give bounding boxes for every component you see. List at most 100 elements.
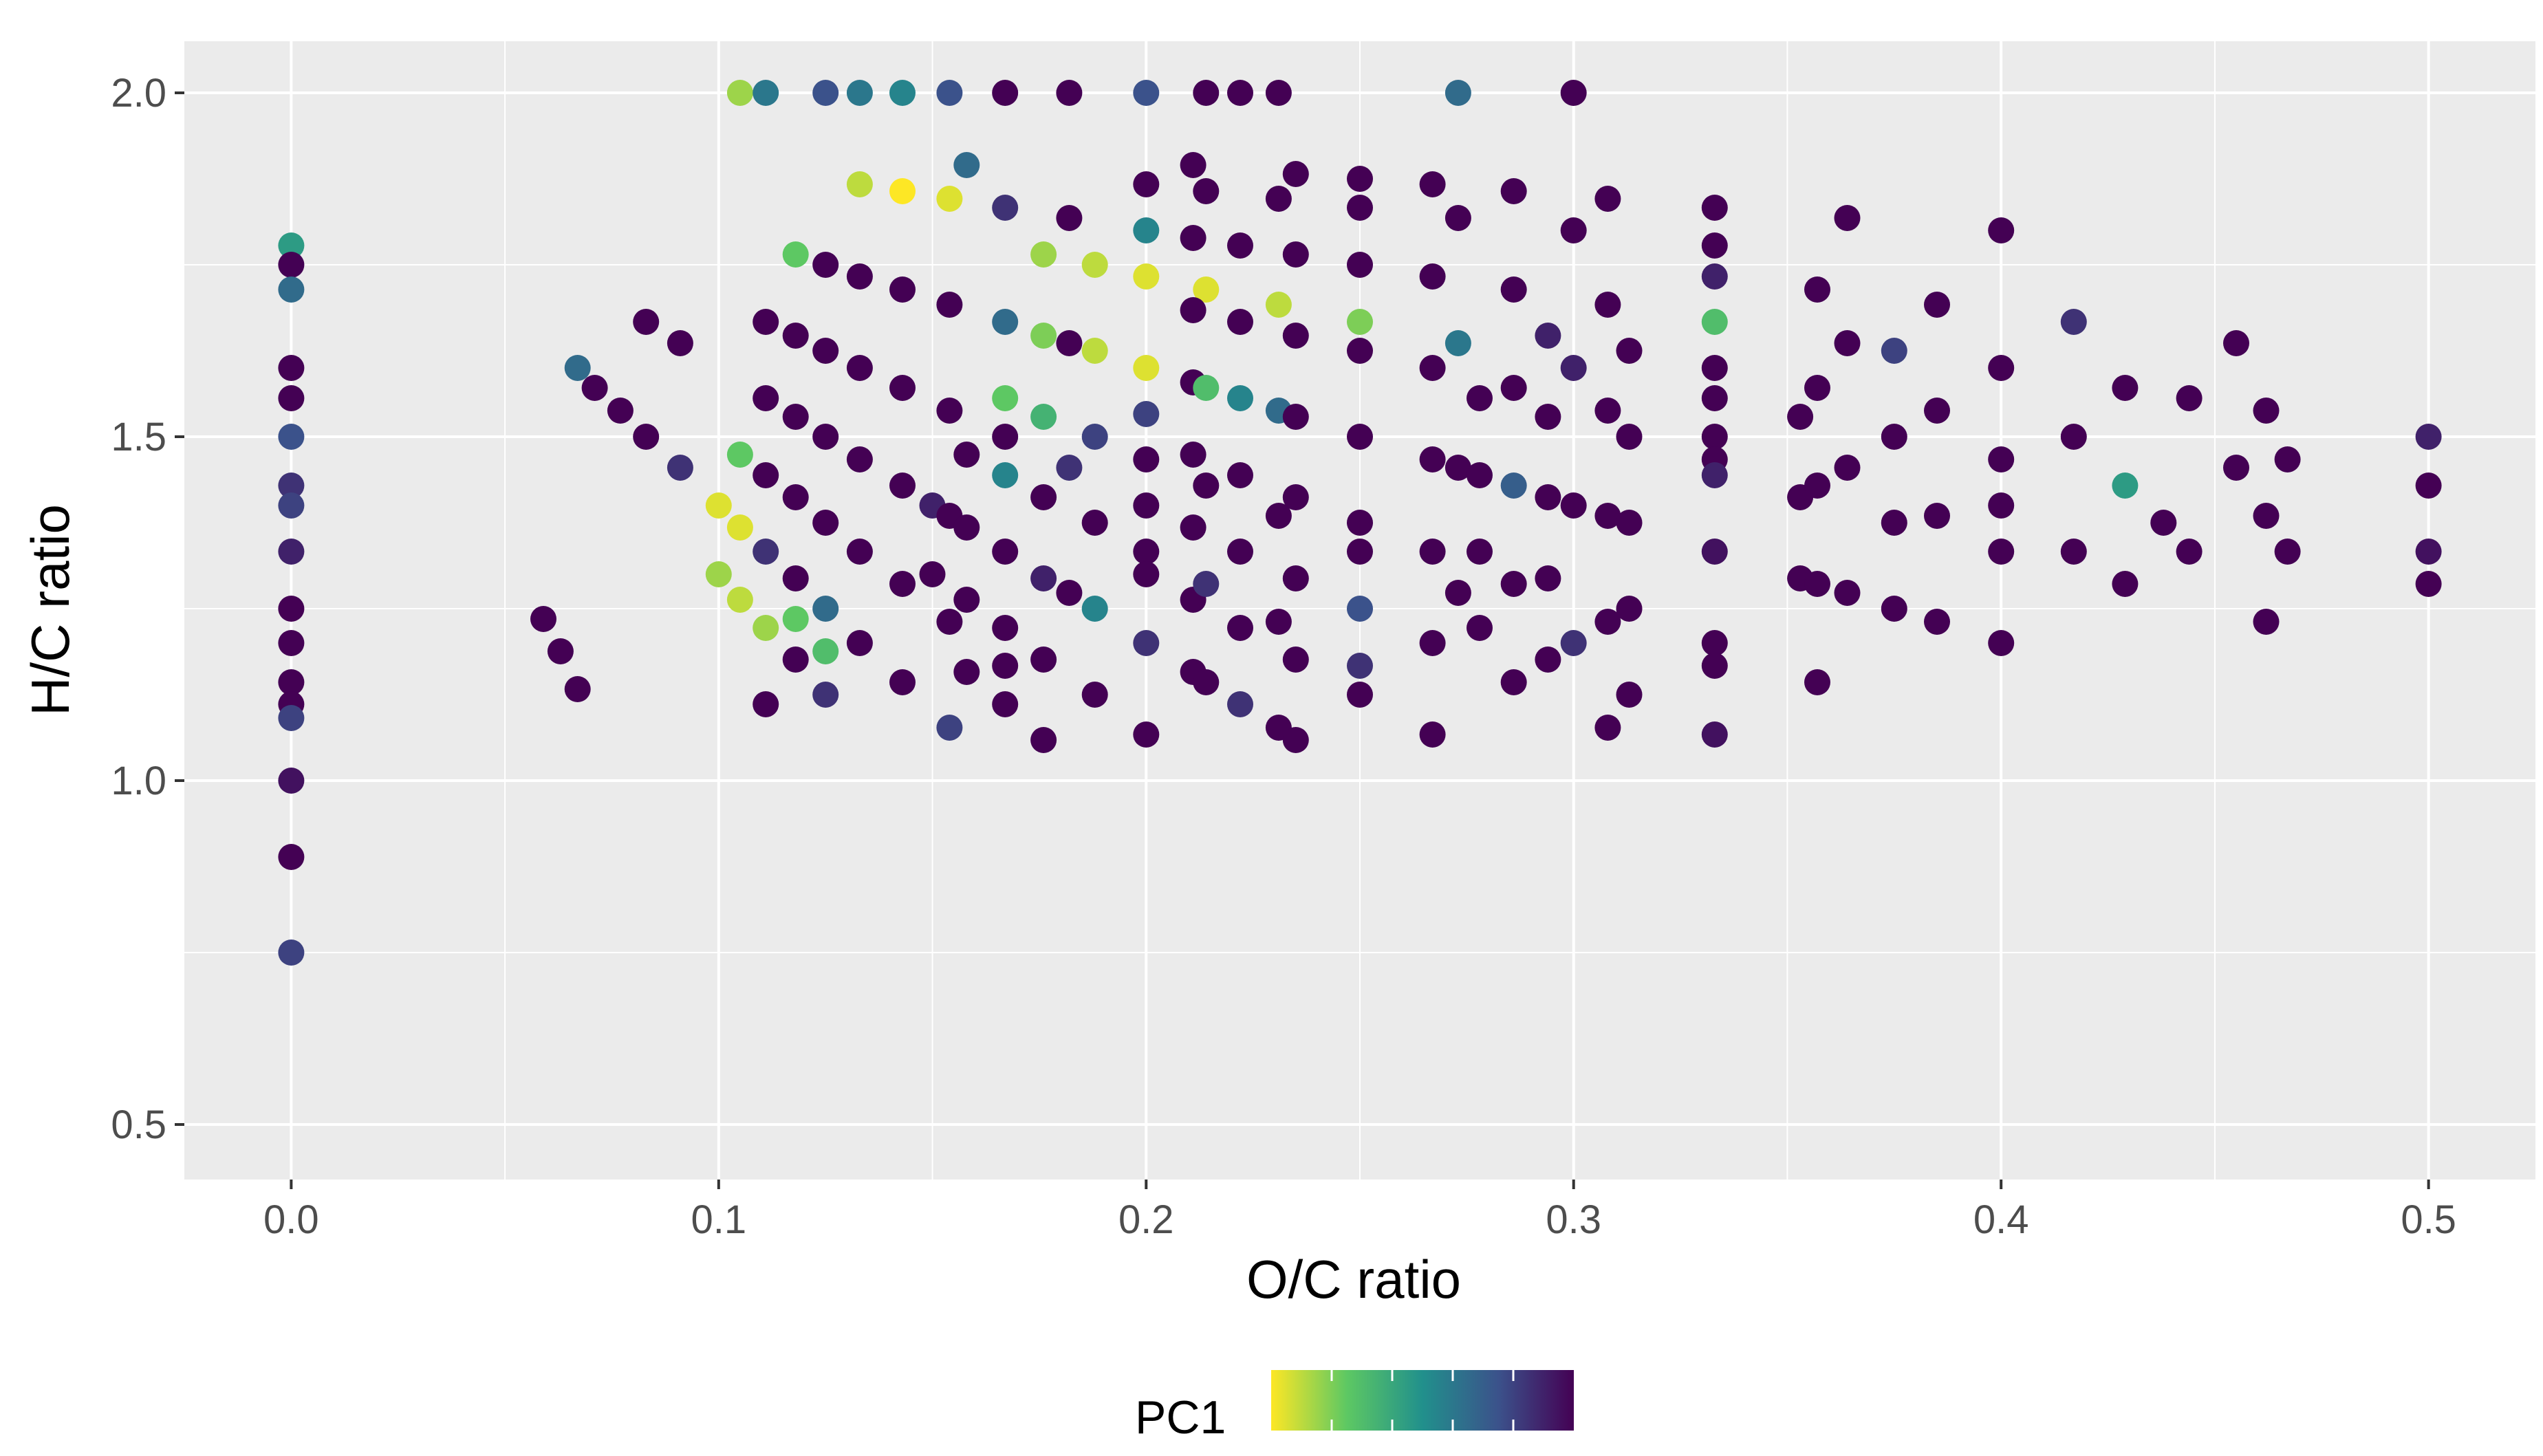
data-point: [1535, 565, 1561, 591]
data-point: [1616, 424, 1643, 450]
data-point: [1535, 484, 1561, 510]
data-point: [1193, 178, 1220, 204]
data-point: [1227, 80, 1253, 106]
data-point: [753, 80, 779, 106]
data-point: [1988, 446, 2015, 472]
data-point: [846, 171, 873, 197]
data-point: [1347, 338, 1373, 364]
x-axis: 0.0 0.1 0.2 0.3 0.4 0.5: [263, 1180, 2456, 1242]
data-point: [953, 659, 980, 685]
data-point: [1701, 630, 1728, 656]
data-point: [726, 587, 753, 613]
data-point: [936, 80, 963, 106]
data-point: [1988, 539, 2015, 565]
data-point: [278, 252, 305, 278]
data-point: [1265, 186, 1292, 212]
data-point: [812, 338, 839, 364]
y-axis: 0.5 1.0 1.5 2.0: [111, 71, 184, 1147]
data-point: [726, 442, 753, 468]
data-point: [1701, 385, 1728, 411]
data-point: [278, 424, 305, 450]
data-point: [1030, 484, 1057, 510]
data-point: [1701, 195, 1728, 221]
data-point: [1282, 161, 1309, 187]
data-point: [953, 152, 980, 178]
data-point: [633, 424, 660, 450]
data-point: [547, 638, 574, 664]
data-point: [1881, 510, 1907, 536]
data-point: [1988, 630, 2015, 656]
data-point: [782, 323, 809, 349]
data-point: [1056, 80, 1083, 106]
data-point: [1193, 472, 1220, 499]
data-point: [1560, 80, 1587, 106]
data-point: [1594, 292, 1621, 318]
y-tick-label: 2.0: [111, 71, 166, 116]
data-point: [1193, 669, 1220, 695]
data-point: [812, 596, 839, 622]
data-point: [1081, 338, 1108, 364]
data-point: [889, 80, 916, 106]
data-point: [2223, 455, 2249, 481]
data-point: [1924, 398, 1950, 424]
data-point: [992, 385, 1019, 411]
data-point: [1227, 385, 1253, 411]
data-point: [2112, 375, 2139, 401]
data-point: [1227, 309, 1253, 335]
data-point: [1030, 241, 1057, 268]
data-point: [1180, 225, 1206, 251]
data-point: [1347, 653, 1373, 679]
data-point: [278, 385, 305, 411]
data-point: [812, 80, 839, 106]
data-point: [1535, 323, 1561, 349]
x-tick-label: 0.1: [691, 1197, 746, 1242]
data-point: [1616, 596, 1643, 622]
data-point: [1180, 297, 1206, 323]
data-point: [1133, 630, 1160, 656]
data-point: [726, 514, 753, 541]
data-point: [1419, 446, 1446, 472]
data-point: [278, 276, 305, 303]
data-point: [1056, 455, 1083, 481]
data-point: [992, 424, 1019, 450]
data-point: [2415, 571, 2442, 597]
data-point: [1347, 195, 1373, 221]
x-tick-label: 0.3: [1546, 1197, 1601, 1242]
data-point: [1834, 580, 1861, 606]
data-point: [753, 462, 779, 488]
data-point: [1804, 375, 1830, 401]
data-point: [936, 398, 963, 424]
data-point: [992, 691, 1019, 717]
data-point: [953, 442, 980, 468]
data-point: [846, 263, 873, 290]
data-point: [1500, 178, 1527, 204]
data-point: [1444, 455, 1471, 481]
data-point: [1081, 682, 1108, 708]
data-point: [1560, 630, 1587, 656]
data-point: [2060, 539, 2087, 565]
data-point: [1616, 338, 1643, 364]
data-point: [1133, 539, 1160, 565]
data-point: [1282, 323, 1309, 349]
data-point: [1419, 630, 1446, 656]
data-point: [2415, 472, 2442, 499]
data-point: [1265, 80, 1292, 106]
data-point: [1594, 715, 1621, 741]
data-point: [278, 669, 305, 695]
data-point: [2060, 424, 2087, 450]
data-point: [1030, 323, 1057, 349]
data-point: [278, 539, 305, 565]
data-point: [1347, 682, 1373, 708]
grid-major: [184, 41, 2535, 1180]
data-point: [889, 669, 916, 695]
data-point: [1834, 330, 1861, 356]
data-point: [889, 276, 916, 303]
data-point: [2415, 539, 2442, 565]
legend-colorbar-ticks: [1330, 1370, 1515, 1431]
data-point: [278, 355, 305, 381]
x-tick-label: 0.0: [263, 1197, 319, 1242]
data-point: [1467, 615, 1493, 641]
data-point: [1133, 171, 1160, 197]
data-point: [1081, 510, 1108, 536]
